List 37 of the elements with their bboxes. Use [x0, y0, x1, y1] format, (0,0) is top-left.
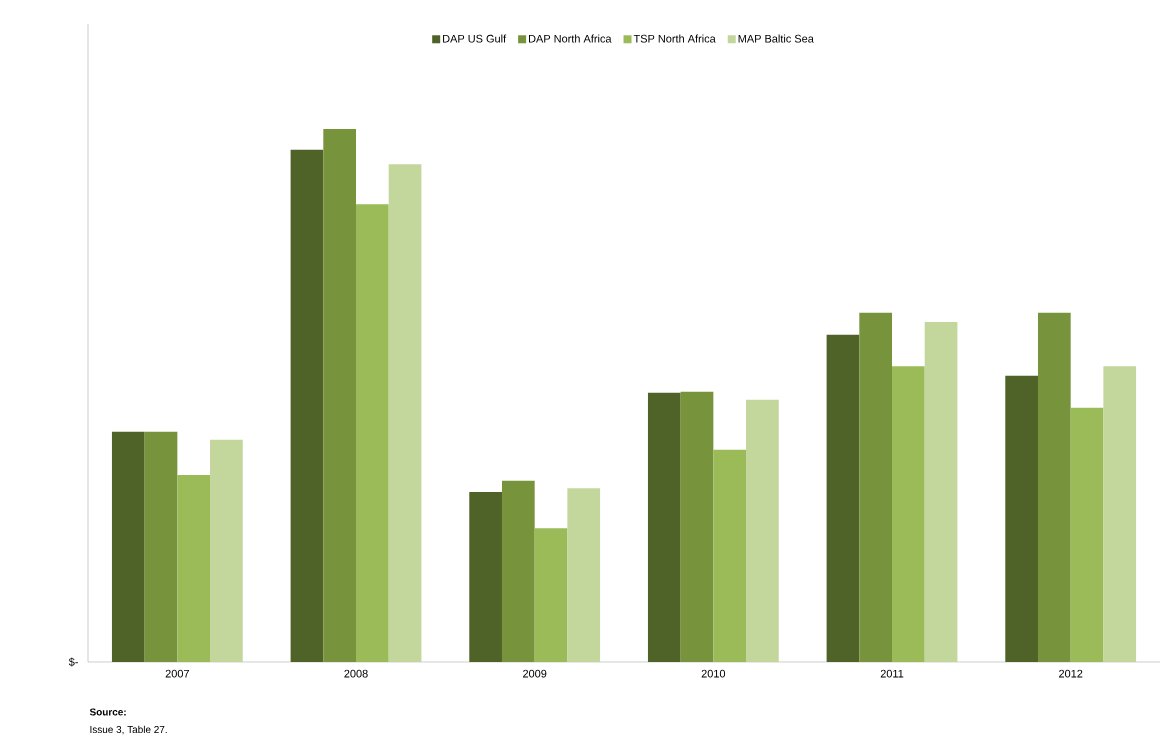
x-tick-label: 2008 [344, 669, 368, 678]
bar [290, 149, 324, 662]
bar [746, 399, 779, 662]
x-tick-label: 2011 [880, 669, 904, 678]
bar [388, 164, 422, 662]
bar [1103, 366, 1137, 662]
bar [356, 204, 389, 662]
bar [210, 439, 243, 662]
bar [567, 488, 601, 662]
bar [144, 431, 178, 662]
bar [111, 431, 145, 662]
bar [713, 449, 747, 662]
bar [177, 474, 211, 662]
legend-label: DAP US Gulf [443, 34, 507, 43]
bar [1070, 407, 1104, 662]
legend-label: DAP North Africa [529, 34, 612, 43]
bar [647, 392, 681, 662]
x-tick-label: 2007 [165, 669, 189, 678]
bar [501, 480, 535, 662]
bar [323, 128, 357, 662]
bar [924, 321, 958, 662]
bar [680, 391, 714, 662]
x-tick-label: 2012 [1059, 669, 1083, 678]
x-tick-label: 2009 [523, 669, 547, 678]
bar [1005, 375, 1038, 662]
bar [534, 528, 568, 662]
text: Issue 3, Table 27. [90, 725, 167, 735]
bar [859, 312, 893, 662]
x-tick-label: 2010 [701, 669, 726, 678]
text: $- [68, 657, 78, 667]
bar [1037, 312, 1071, 662]
text: Source: [89, 708, 126, 716]
bar [892, 366, 925, 662]
legend-label: MAP Baltic Sea [738, 34, 814, 43]
legend-label: TSP North Africa [633, 34, 716, 43]
bar [826, 334, 860, 662]
bar [469, 491, 502, 662]
